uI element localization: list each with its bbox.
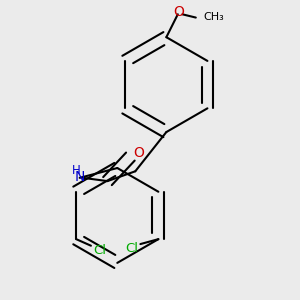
Text: N: N: [74, 170, 85, 184]
Text: O: O: [133, 146, 144, 160]
Text: CH₃: CH₃: [203, 12, 224, 22]
Text: Cl: Cl: [93, 244, 106, 257]
Text: Cl: Cl: [126, 242, 139, 256]
Text: H: H: [71, 164, 80, 177]
Text: O: O: [173, 5, 184, 19]
